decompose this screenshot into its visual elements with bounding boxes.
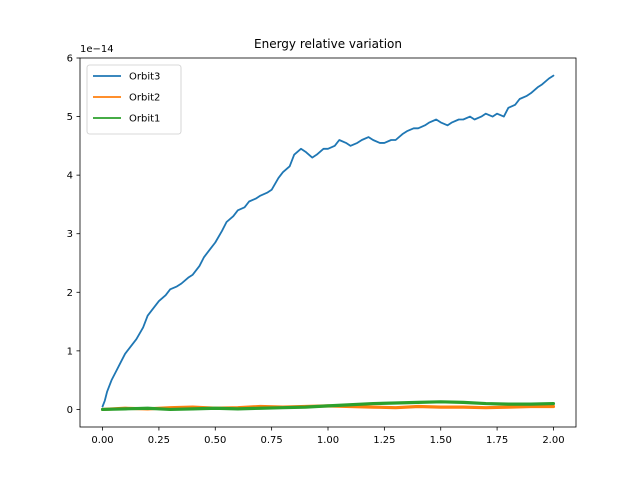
x-tick-label: 0.00 [91,435,113,446]
y-tick-label: 0 [67,405,73,416]
y-tick-label: 1 [67,346,73,357]
legend-box [86,64,182,135]
x-tick-label: 1.50 [430,435,452,446]
x-tick-label: 0.75 [261,435,283,446]
legend-label: Orbit3 [129,72,160,83]
y-tick-label: 4 [67,171,73,182]
x-tick-label: 0.50 [204,435,226,446]
x-tick-label: 2.00 [542,435,564,446]
x-tick-label: 1.00 [317,435,339,446]
y-tick-label: 3 [67,229,73,240]
plot-area [100,74,556,412]
axes: 0.00 0.25 0.50 0.75 1.00 1.25 1.50 1.75 2.00 0 1 2 3… [67,54,577,446]
x-tick-label: 0.25 [148,435,170,446]
x-tick-label: 1.25 [373,435,395,446]
legend-label: Orbit1 [129,114,160,125]
y-axis-offset-text: 1e−14 [80,44,114,55]
chart-title: Energy relative variation [254,37,402,51]
legend-label: Orbit2 [129,93,160,104]
y-tick-label: 6 [67,54,73,65]
series-line-orbit3 [101,74,555,408]
y-tick-label: 2 [67,288,73,299]
x-tick-label: 1.75 [486,435,508,446]
legend: Orbit3 Orbit2 Orbit1 [86,64,182,135]
y-tick-label: 5 [67,112,73,123]
series-line-orbit1 [100,400,556,412]
